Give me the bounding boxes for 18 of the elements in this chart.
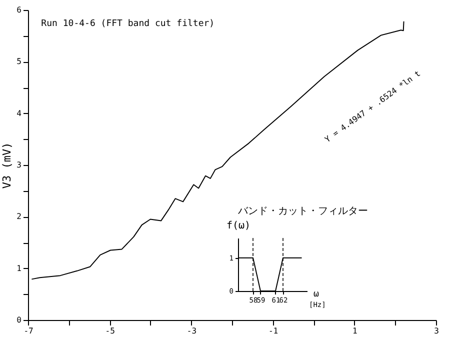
x-tick-label: 3 — [434, 326, 440, 336]
y-tick-label: 6 — [16, 6, 22, 14]
x-tick-label: 1 — [352, 326, 358, 336]
x-tick-label: -3 — [186, 326, 197, 336]
y-axis-title: V3 (mV) — [0, 142, 14, 189]
y-tick-label: 5 — [16, 57, 22, 66]
x-axis-title: ω — [314, 290, 320, 300]
x-tick-label: -7 — [24, 326, 34, 336]
y-tick-label: 3 — [16, 160, 22, 170]
y-tick-label: 1 — [16, 264, 22, 273]
text: Run 10-4-6 (FFT band cut filter) — [41, 19, 215, 29]
y-tick-label: 2 — [16, 212, 22, 222]
chart-title: バンド・カット・フィルター — [236, 206, 368, 217]
y-tick-label: 0 — [16, 316, 22, 324]
x-tick-label: -5 — [105, 326, 116, 336]
y-tick-label: 4 — [16, 108, 22, 118]
y-axis-title: f(ω) — [226, 220, 251, 232]
x-tick-label: -1 — [268, 326, 278, 336]
